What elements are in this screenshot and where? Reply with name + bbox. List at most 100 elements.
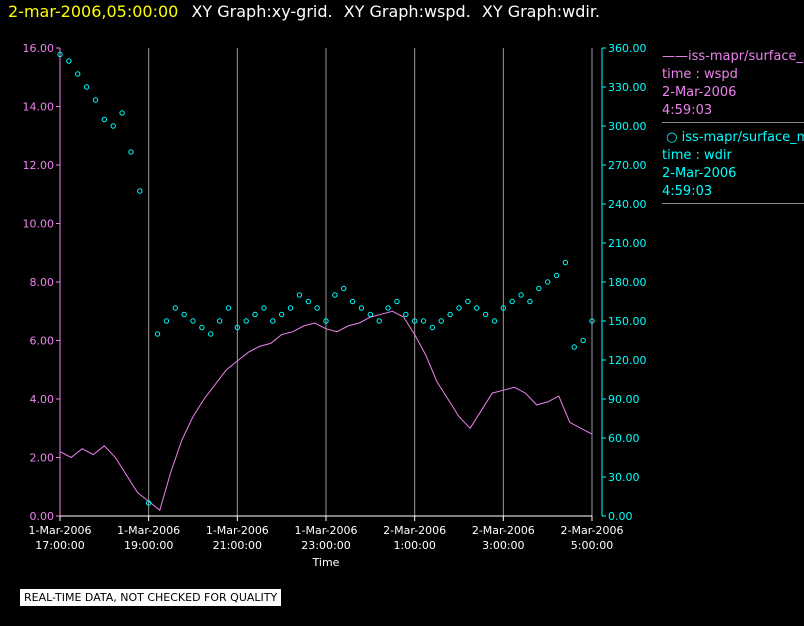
wdir-point	[66, 58, 72, 64]
wdir-point	[57, 51, 63, 58]
wdir-point	[536, 285, 542, 292]
x-tick-time: 5:00:00	[571, 539, 613, 552]
left-tick-label: 10.00	[23, 218, 55, 231]
right-tick-label: 150.00	[608, 315, 647, 328]
wdir-point	[509, 298, 515, 305]
wdir-point	[518, 292, 524, 298]
wdir-point	[491, 318, 498, 324]
marker-icon: ○	[662, 130, 682, 145]
right-tick-label: 60.00	[608, 432, 640, 445]
chart-header: 2-mar-2006,05:00:00 XY Graph:xy-grid. XY…	[8, 2, 606, 21]
wdir-point	[172, 305, 178, 311]
left-tick-label: 16.00	[23, 42, 55, 55]
wdir-point	[456, 305, 462, 311]
wdir-point	[128, 149, 134, 155]
right-tick-label: 240.00	[608, 198, 647, 211]
wdir-point	[562, 259, 569, 266]
x-tick-date: 1-Mar-2006	[29, 524, 92, 537]
left-tick-label: 6.00	[30, 335, 55, 348]
wdir-point	[208, 331, 214, 337]
wdir-point	[447, 311, 453, 318]
wdir-point	[305, 298, 311, 305]
wdir-point	[500, 305, 507, 311]
wdir-point	[278, 311, 285, 318]
right-tick-label: 120.00	[608, 354, 647, 367]
wdir-point	[527, 298, 533, 305]
x-tick-time: 1:00:00	[393, 539, 435, 552]
wdir-point	[119, 110, 125, 116]
wdir-point	[394, 298, 400, 305]
legend-wdir-date: 2-Mar-2006	[662, 166, 737, 181]
x-tick-time: 3:00:00	[482, 539, 524, 552]
disclaimer-label: REAL-TIME DATA, NOT CHECKED FOR QUALITY	[20, 589, 282, 606]
x-tick-date: 2-Mar-2006	[472, 524, 535, 537]
wdir-point	[553, 272, 560, 279]
wdir-point	[341, 285, 347, 292]
left-tick-label: 0.00	[30, 510, 55, 523]
wdir-point	[358, 305, 365, 311]
right-tick-label: 180.00	[608, 276, 647, 289]
wdir-point	[225, 305, 232, 311]
wdir-point	[376, 318, 382, 324]
wdir-point	[420, 318, 427, 324]
wdir-point	[83, 84, 90, 90]
legend-wspd-series: ——iss-mapr/surface_m	[662, 49, 804, 64]
legend-wspd: ——iss-mapr/surface_m time : wspd 2-Mar-2…	[662, 48, 804, 123]
wdir-point	[482, 311, 489, 318]
x-tick-date: 1-Mar-2006	[117, 524, 180, 537]
wdir-point	[465, 298, 471, 305]
right-tick-label: 0.00	[608, 510, 633, 523]
left-tick-label: 14.00	[23, 101, 55, 114]
wdir-point	[287, 305, 294, 311]
legend-wspd-date: 2-Mar-2006	[662, 85, 737, 100]
legend-wdir-var: time : wdir	[662, 148, 732, 163]
wdir-point	[429, 324, 436, 331]
wdir-point	[411, 318, 418, 324]
wdir-point	[75, 71, 81, 77]
x-tick-date: 1-Mar-2006	[295, 524, 358, 537]
wdir-point	[571, 344, 577, 350]
wdir-point	[243, 318, 249, 324]
wdir-point	[332, 292, 338, 298]
wdir-point	[580, 337, 586, 344]
right-tick-label: 300.00	[608, 120, 647, 133]
x-tick-date: 2-Mar-2006	[383, 524, 446, 537]
x-tick-time: 23:00:00	[301, 539, 350, 552]
right-tick-label: 30.00	[608, 471, 640, 484]
legend-wspd-time: 4:59:03	[662, 103, 713, 118]
left-tick-label: 12.00	[23, 159, 55, 172]
left-tick-label: 2.00	[30, 452, 55, 465]
wdir-point	[154, 331, 161, 337]
legend: ——iss-mapr/surface_m time : wspd 2-Mar-2…	[662, 48, 804, 210]
legend-wdir-time: 4:59:03	[662, 184, 713, 199]
x-tick-date: 2-Mar-2006	[561, 524, 624, 537]
legend-wdir: ○ iss-mapr/surface_m time : wdir 2-Mar-2…	[662, 129, 804, 204]
wdir-point	[385, 305, 391, 311]
timestamp: 2-mar-2006,05:00:00	[8, 2, 179, 21]
wdir-point	[589, 318, 595, 324]
wdir-point	[349, 298, 356, 305]
wdir-point	[181, 311, 187, 318]
x-tick-time: 19:00:00	[124, 539, 173, 552]
graph-title-wdir: XY Graph:wdir.	[481, 2, 601, 21]
x-tick-time: 17:00:00	[35, 539, 84, 552]
wdir-point	[92, 97, 99, 103]
wdir-point	[403, 311, 409, 318]
wdir-point	[544, 279, 551, 285]
wdir-point	[137, 188, 143, 194]
right-tick-label: 330.00	[608, 81, 647, 94]
x-axis-label: Time	[312, 556, 340, 569]
right-tick-label: 90.00	[608, 393, 640, 406]
x-tick-time: 21:00:00	[213, 539, 262, 552]
wdir-point	[270, 318, 276, 324]
wdir-point	[110, 123, 116, 129]
left-tick-label: 8.00	[30, 276, 55, 289]
right-tick-label: 270.00	[608, 159, 647, 172]
wdir-point	[367, 311, 374, 318]
wdir-point	[438, 318, 444, 324]
x-tick-date: 1-Mar-2006	[206, 524, 269, 537]
wdir-point	[101, 116, 108, 123]
graph-title-grid: XY Graph:xy-grid.	[191, 2, 333, 21]
wdir-point	[296, 292, 303, 298]
wdir-point	[252, 311, 258, 318]
